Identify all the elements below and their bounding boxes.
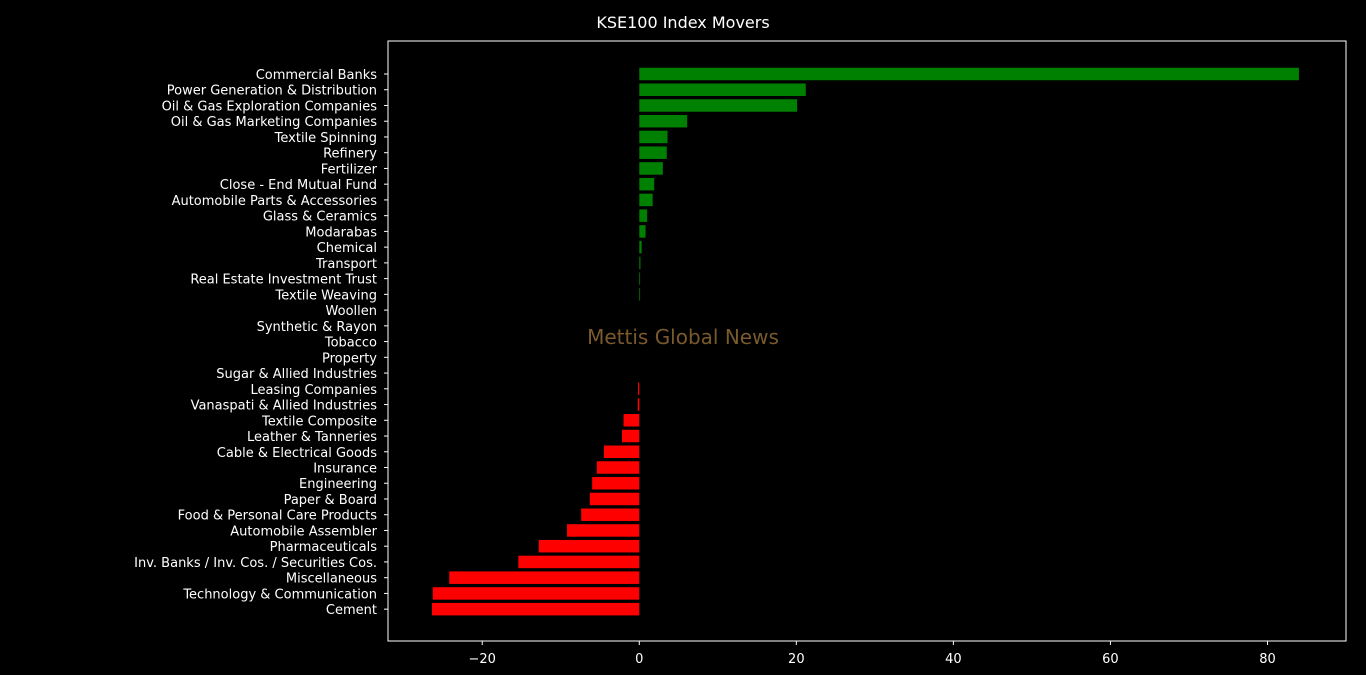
category-label: Fertilizer	[321, 162, 378, 177]
bar	[449, 571, 640, 584]
bar	[639, 67, 1299, 81]
category-label: Pharmaceuticals	[270, 540, 378, 555]
x-tick-label: 60	[1102, 652, 1119, 667]
bar	[639, 225, 646, 238]
category-label: Textile Spinning	[274, 131, 377, 146]
category-label: Commercial Banks	[256, 68, 378, 83]
category-label: Oil & Gas Marketing Companies	[171, 115, 377, 130]
category-label: Cement	[326, 603, 377, 618]
bar	[639, 162, 663, 175]
bar	[581, 508, 640, 521]
bar	[538, 539, 640, 553]
category-label: Food & Personal Care Products	[178, 509, 378, 524]
bar	[639, 99, 798, 112]
watermark: Mettis Global News	[587, 325, 779, 349]
bar	[596, 461, 640, 474]
category-label: Sugar & Allied Industries	[216, 367, 377, 382]
category-label: Leather & Tanneries	[247, 430, 377, 445]
category-label: Leasing Companies	[250, 383, 377, 398]
category-label: Insurance	[313, 462, 377, 477]
category-label: Textile Weaving	[275, 288, 378, 303]
bar	[639, 130, 668, 144]
x-tick-label: 0	[635, 652, 643, 667]
category-label: Refinery	[323, 147, 377, 162]
x-tick-label: 40	[945, 652, 962, 667]
bar	[622, 429, 640, 443]
bar	[639, 256, 641, 270]
bar	[639, 272, 641, 285]
category-label: Glass & Ceramics	[263, 210, 377, 225]
category-label: Close - End Mutual Fund	[220, 178, 377, 193]
bars-group	[431, 67, 1299, 616]
category-label: Automobile Assembler	[230, 524, 377, 539]
bar	[623, 414, 640, 427]
category-label: Cable & Electrical Goods	[217, 446, 377, 461]
category-label: Automobile Parts & Accessories	[172, 194, 378, 209]
category-label: Textile Composite	[261, 414, 377, 429]
category-label: Paper & Board	[284, 493, 377, 508]
category-label: Vanaspati & Allied Industries	[191, 399, 378, 414]
bar	[639, 146, 667, 159]
x-ticks-group: −20 0 20 40 60 80	[469, 641, 1276, 667]
category-label: Property	[322, 351, 377, 366]
bar	[639, 240, 642, 254]
plot-frame	[387, 40, 1347, 642]
bar	[518, 555, 640, 569]
bar	[639, 209, 648, 222]
category-label: Engineering	[299, 477, 377, 492]
bar	[639, 288, 641, 301]
category-label: Miscellaneous	[286, 572, 377, 587]
bar	[592, 476, 640, 490]
bar	[589, 492, 640, 506]
category-label: Modarabas	[305, 225, 377, 240]
category-label: Oil & Gas Exploration Companies	[162, 99, 378, 114]
bar	[603, 445, 640, 459]
category-label: Woollen	[326, 304, 377, 319]
category-label: Real Estate Investment Trust	[190, 273, 377, 288]
category-label: Inv. Banks / Inv. Cos. / Securities Cos.	[134, 556, 377, 571]
category-label: Technology & Communication	[182, 587, 377, 602]
x-tick-label: −20	[469, 652, 496, 667]
category-label: Synthetic & Rayon	[257, 320, 377, 335]
x-tick-label: 20	[788, 652, 805, 667]
bar	[567, 524, 640, 537]
category-label: Chemical	[317, 241, 377, 256]
chart-title: KSE100 Index Movers	[596, 13, 769, 32]
x-tick-label: 80	[1259, 652, 1276, 667]
bar	[638, 382, 640, 396]
bar	[639, 83, 806, 96]
category-label: Transport	[315, 257, 377, 272]
bar	[432, 587, 640, 600]
category-label: Tobacco	[324, 336, 377, 351]
bar	[639, 114, 688, 128]
bar	[637, 398, 640, 411]
bar	[431, 602, 640, 616]
category-label: Power Generation & Distribution	[167, 84, 377, 99]
bar	[639, 193, 653, 207]
bar	[639, 177, 655, 191]
